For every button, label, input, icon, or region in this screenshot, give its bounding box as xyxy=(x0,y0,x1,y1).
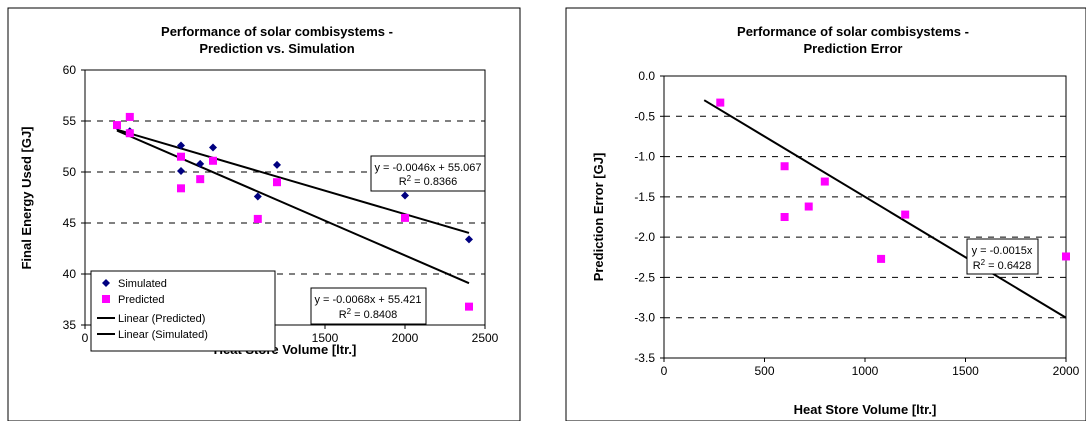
left-chart-series-0-point-5 xyxy=(209,143,217,152)
left-chart-series-0-point-7 xyxy=(273,160,281,169)
left-legend-box xyxy=(90,270,276,352)
left-legend: Simulated Predicted Linear (Predicted) L… xyxy=(90,270,276,352)
left-chart-x-tick-label-0: 0 xyxy=(82,331,89,345)
equation-box-error-frame xyxy=(966,238,1039,275)
right-chart-title-line-1: Performance of solar combisystems - xyxy=(737,24,969,39)
left-chart-y-tick-label-5: 60 xyxy=(63,63,77,77)
left-chart-series-1-point-8 xyxy=(273,178,281,187)
left-y-axis-title: Final Energy Used [GJ] xyxy=(19,126,34,269)
left-chart-series-0-point-4 xyxy=(196,159,205,168)
left-chart-series-0-point-3 xyxy=(177,166,185,175)
left-chart-series-1-point-1 xyxy=(125,112,134,121)
equation-box-simulated: y = -0.0046x + 55.067 R2 = 0.8366 xyxy=(370,155,486,192)
legend-simulated-label: Simulated xyxy=(118,278,167,290)
equation-predicted-text: y = -0.0068x + 55.421 xyxy=(314,294,421,306)
left-chart-series-1-point-6 xyxy=(209,156,217,165)
right-chart-y-tick-label-6: -0.5 xyxy=(634,109,655,123)
right-chart-y-tick-label-1: -3.0 xyxy=(634,311,655,325)
equation-box-predicted: y = -0.0068x + 55.421 R2 = 0.8408 xyxy=(310,287,427,325)
left-chart-x-tick-label-3: 1500 xyxy=(312,331,339,345)
left-chart-trendline-1 xyxy=(116,128,470,234)
equation-box-error: y = -0.0015x R2 = 0.6428 xyxy=(966,238,1039,275)
right-chart-series-0-point-0 xyxy=(716,98,725,107)
right-chart-trendline-0 xyxy=(703,99,1067,319)
left-chart-series-1-point-0 xyxy=(113,121,121,130)
left-chart-y-tick-label-0: 35 xyxy=(63,318,77,332)
left-chart-series-1-point-2 xyxy=(125,129,134,138)
equation-simulated-r2: R2 = 0.8366 xyxy=(399,174,458,189)
legend-linear-predicted-label: Linear (Predicted) xyxy=(118,313,205,325)
left-chart-series-0-point-2 xyxy=(177,141,185,150)
equation-box-simulated-frame xyxy=(370,155,486,192)
legend-predicted-marker xyxy=(102,295,110,303)
left-chart-y-tick-label-1: 40 xyxy=(63,267,77,281)
left-chart-series-0-point-9 xyxy=(465,235,473,244)
left-chart-series-1-point-4 xyxy=(177,184,185,193)
right-chart-series-0-point-4 xyxy=(820,177,829,186)
right-chart-series-0-point-1 xyxy=(780,162,789,171)
left-chart-series-0-point-8 xyxy=(401,191,409,200)
left-chart-series-1-point-7 xyxy=(253,214,262,223)
right-chart-x-tick-label-0: 0 xyxy=(661,364,668,378)
legend-predicted-label: Predicted xyxy=(118,294,164,306)
equation-simulated-text: y = -0.0046x + 55.067 xyxy=(374,162,481,174)
left-chart-series-1-point-10 xyxy=(465,302,473,311)
right-chart-title-line-2: Prediction Error xyxy=(804,41,903,56)
right-chart-y-tick-label-2: -2.5 xyxy=(634,270,655,284)
right-chart-series-0-point-3 xyxy=(804,202,813,211)
right-chart-series-0-point-2 xyxy=(780,213,789,221)
equation-predicted-r2: R2 = 0.8408 xyxy=(339,307,398,322)
left-chart-x-tick-label-4: 2000 xyxy=(392,331,419,345)
right-chart-series-0-point-5 xyxy=(877,254,886,263)
right-chart-series-0-point-7 xyxy=(1062,252,1070,261)
left-chart-series-1-point-5 xyxy=(196,175,205,184)
left-chart-y-tick-label-4: 55 xyxy=(63,114,77,128)
left-chart-title-line-2: Prediction vs. Simulation xyxy=(199,41,354,56)
left-chart-x-tick-label-5: 2500 xyxy=(472,331,499,345)
right-chart-x-tick-label-2: 1000 xyxy=(852,364,879,378)
right-y-axis-title: Prediction Error [GJ] xyxy=(591,153,606,282)
right-plot-area: -3.5 -3.0 -2.5 -2.0 -1.5 -1.0 -0.5 0.0 0 500 1000 1… xyxy=(634,69,1079,378)
right-chart-x-tick-label-4: 2000 xyxy=(1053,364,1080,378)
left-chart-trendline-0 xyxy=(116,129,470,285)
legend-simulated-marker xyxy=(102,279,110,287)
left-chart-series-1-point-3 xyxy=(177,152,185,161)
left-chart-series-1-point-9 xyxy=(401,213,409,222)
left-chart-y-tick-label-3: 50 xyxy=(63,165,77,179)
left-chart-title-line-1: Performance of solar combisystems - xyxy=(161,24,393,39)
right-chart-y-tick-label-5: -1.0 xyxy=(634,150,655,164)
left-chart-series-0-point-6 xyxy=(253,192,262,201)
equation-box-predicted-frame xyxy=(310,287,427,325)
right-chart-y-tick-label-7: 0.0 xyxy=(638,69,655,83)
right-chart-y-tick-label-4: -1.5 xyxy=(634,190,655,204)
legend-linear-simulated-label: Linear (Simulated) xyxy=(118,329,208,341)
right-chart-x-tick-label-1: 500 xyxy=(754,364,774,378)
right-x-axis-title: Heat Store Volume [ltr.] xyxy=(794,402,937,417)
right-chart-series-0-point-6 xyxy=(901,210,910,219)
right-chart-x-tick-label-3: 1500 xyxy=(952,364,979,378)
right-plot-border xyxy=(663,75,1067,359)
left-chart-y-tick-label-2: 45 xyxy=(63,216,77,230)
right-chart-y-tick-label-0: -3.5 xyxy=(634,351,655,365)
right-chart-y-tick-label-3: -2.0 xyxy=(634,230,655,244)
equation-error-r2: R2 = 0.6428 xyxy=(973,258,1032,273)
equation-error-text: y = -0.0015x xyxy=(972,245,1033,257)
